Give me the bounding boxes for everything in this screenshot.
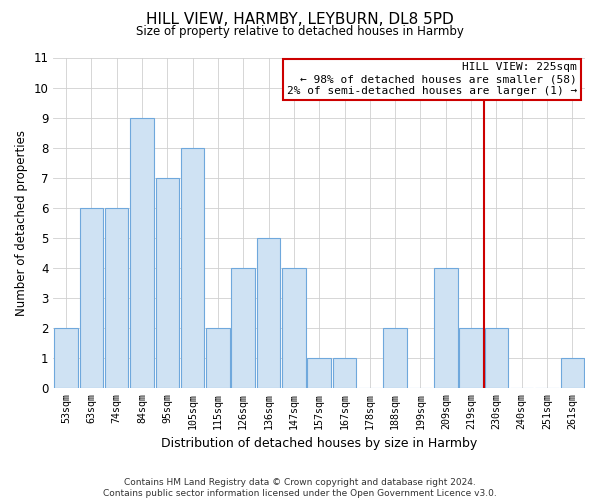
Bar [282,268,305,388]
Bar [130,118,154,388]
Bar [560,358,584,388]
Bar [434,268,458,388]
Text: Contains HM Land Registry data © Crown copyright and database right 2024.
Contai: Contains HM Land Registry data © Crown c… [103,478,497,498]
X-axis label: Distribution of detached houses by size in Harmby: Distribution of detached houses by size … [161,437,478,450]
Y-axis label: Number of detached properties: Number of detached properties [15,130,28,316]
Text: HILL VIEW: 225sqm
← 98% of detached houses are smaller (58)
2% of semi-detached : HILL VIEW: 225sqm ← 98% of detached hous… [287,62,577,96]
Bar [232,268,255,388]
Bar [155,178,179,388]
Bar [55,328,78,388]
Bar [383,328,407,388]
Bar [307,358,331,388]
Bar [105,208,128,388]
Text: Size of property relative to detached houses in Harmby: Size of property relative to detached ho… [136,25,464,38]
Bar [460,328,483,388]
Bar [333,358,356,388]
Bar [80,208,103,388]
Bar [257,238,280,388]
Text: HILL VIEW, HARMBY, LEYBURN, DL8 5PD: HILL VIEW, HARMBY, LEYBURN, DL8 5PD [146,12,454,28]
Bar [485,328,508,388]
Bar [206,328,230,388]
Bar [181,148,205,388]
